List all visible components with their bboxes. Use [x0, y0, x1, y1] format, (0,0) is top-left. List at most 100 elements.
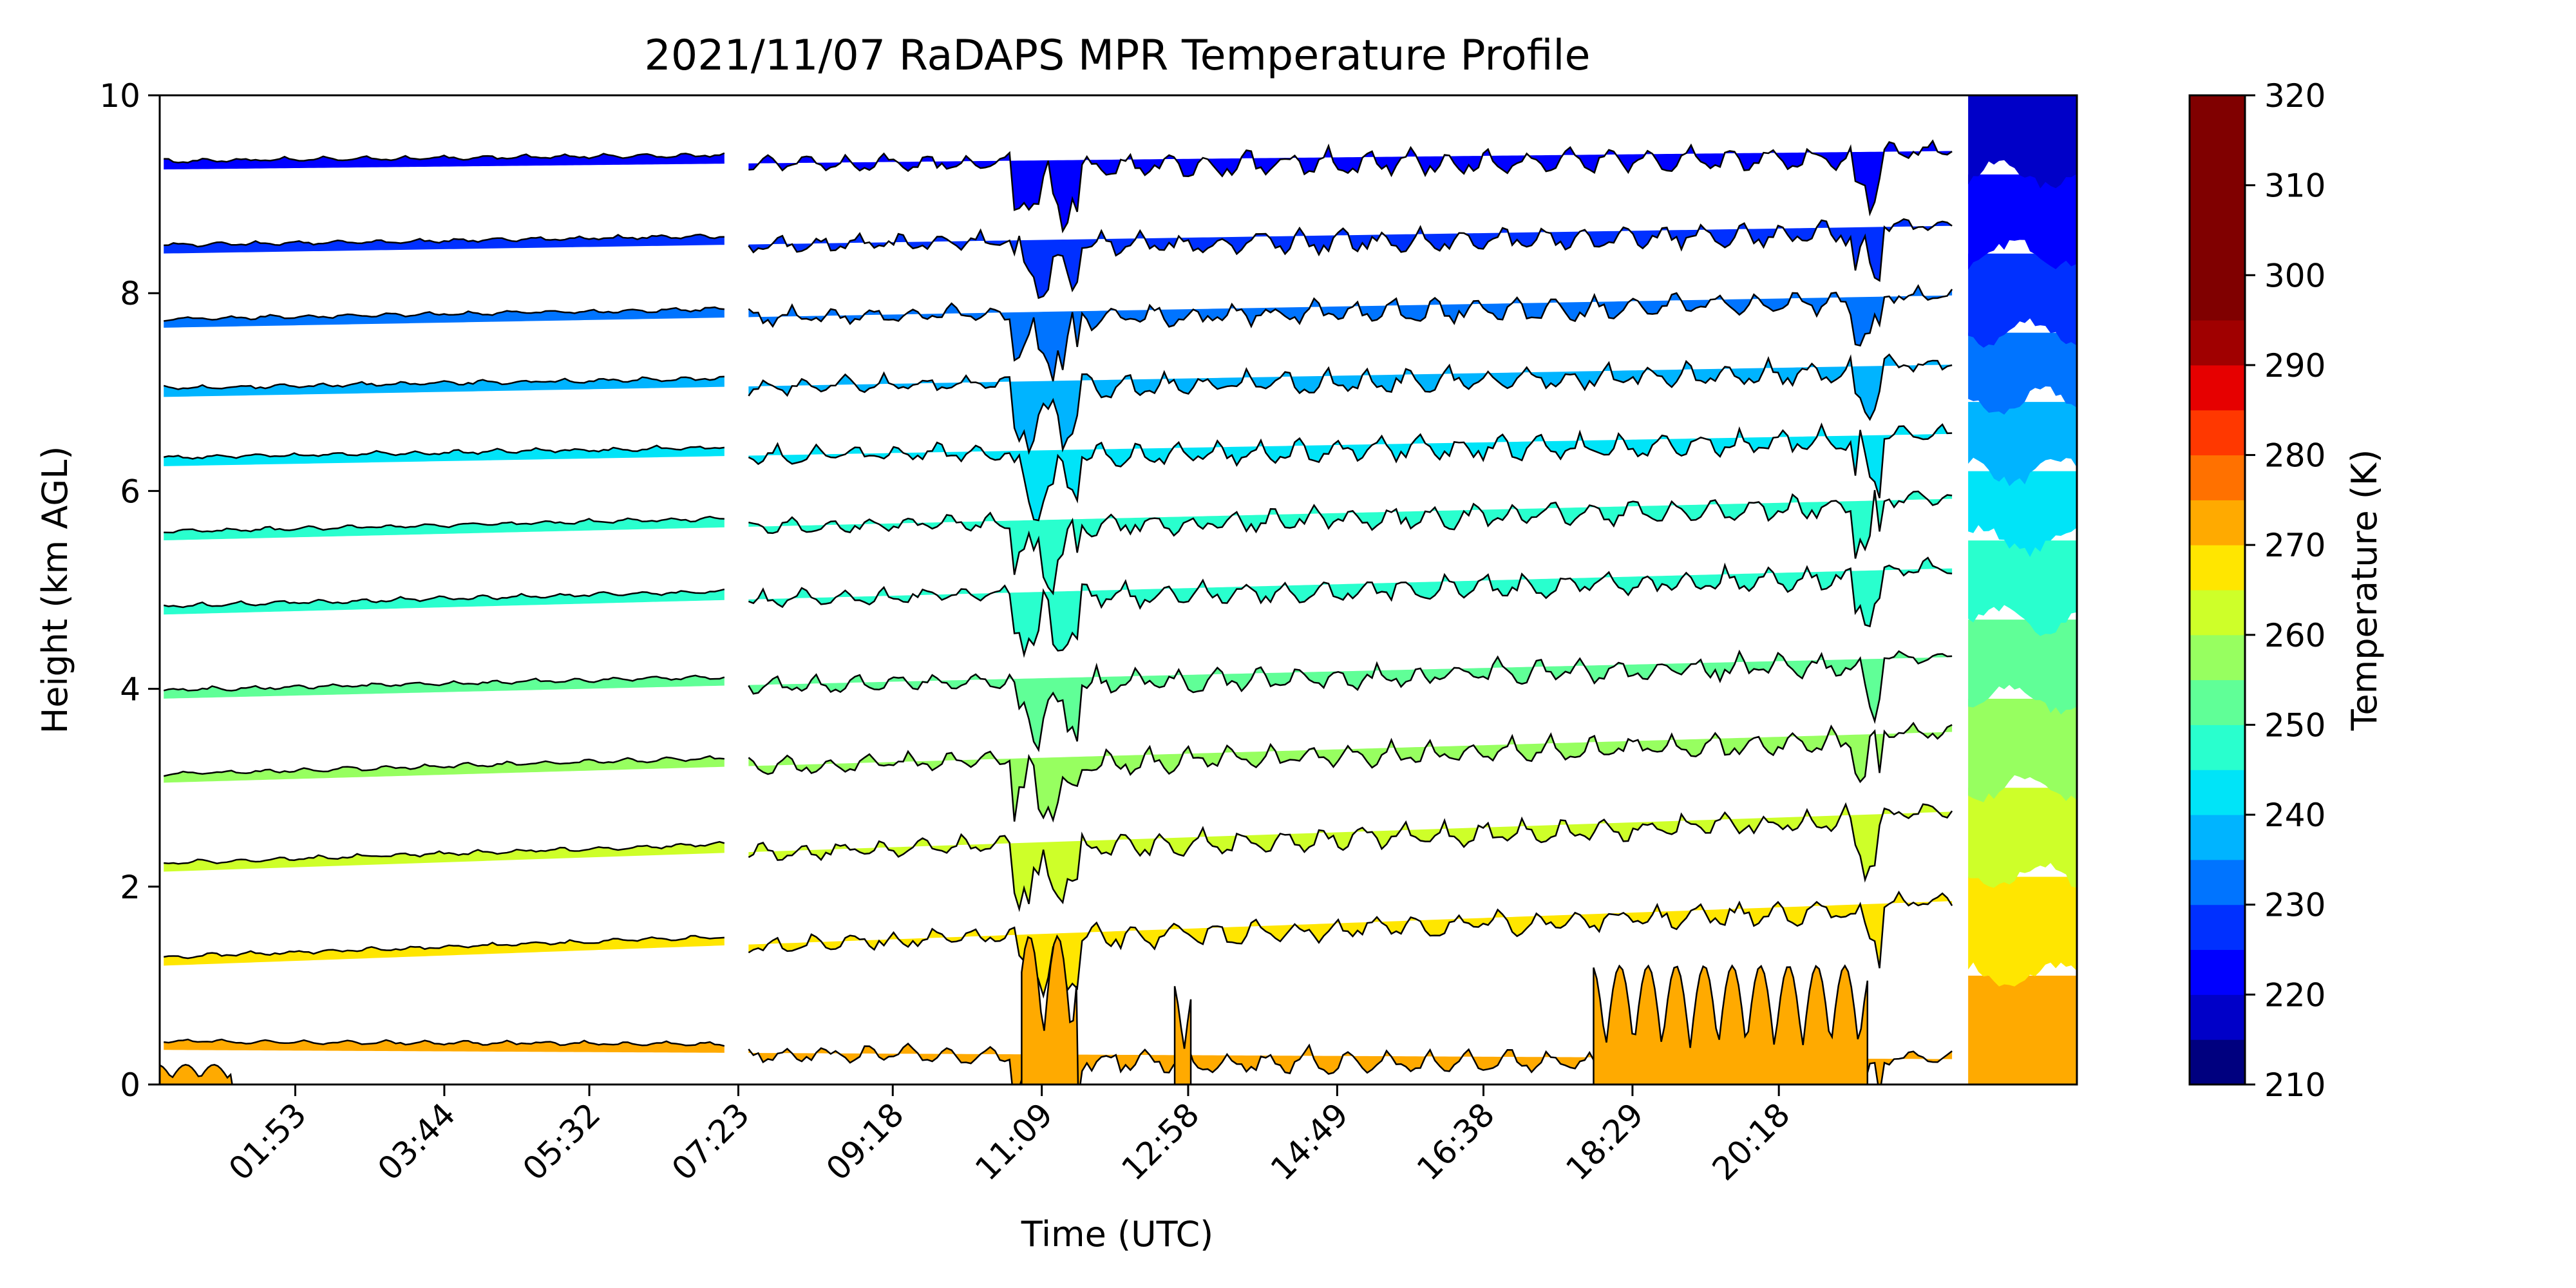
profile-column-band: [1968, 788, 2077, 888]
contour-line: [748, 649, 1953, 753]
profile-band: [748, 804, 1953, 909]
profile-column-band: [1968, 332, 2077, 415]
surface-spike: [1593, 964, 1869, 1084]
colorbar-tick-label: 220: [2264, 976, 2325, 1014]
colorbar-tick-label: 260: [2264, 617, 2325, 654]
contour-line: [748, 353, 1953, 455]
colorbar-swatch: [2190, 230, 2245, 276]
x-tick-label: 07:23: [665, 1095, 757, 1188]
colorbar-frame: [2188, 94, 2246, 1086]
colorbar-swatch: [2190, 904, 2245, 951]
profile-band: [164, 842, 724, 872]
y-axis-label: Height (km AGL): [35, 446, 75, 734]
x-tick-label: 03:44: [371, 1095, 463, 1188]
colorbar-tick-label: 250: [2264, 706, 2325, 744]
profile-column-band: [1968, 620, 2077, 715]
contour-line: [748, 284, 1953, 382]
y-tick-label: 0: [120, 1066, 140, 1104]
contour-line: [163, 674, 725, 692]
contour-line: [748, 422, 1953, 522]
contour-line: [164, 515, 724, 534]
y-tick-label: 4: [120, 671, 140, 708]
x-tick-label: 05:32: [516, 1095, 608, 1188]
contour-line: [748, 556, 1953, 658]
colorbar-swatch: [2190, 500, 2245, 545]
x-tick-label: 01:53: [222, 1095, 314, 1188]
plot-area: [160, 95, 2077, 1084]
contour-line: [164, 840, 725, 865]
profile-band: [748, 285, 1953, 381]
x-tick-label: 20:18: [1705, 1095, 1797, 1188]
profile-band: [748, 892, 1953, 999]
colorbar-tick-label: 320: [2264, 77, 2325, 115]
colorbar-swatch: [2190, 634, 2245, 681]
contour-line: [748, 218, 1953, 299]
colorbar-tick-label: 230: [2264, 887, 2325, 924]
colorbar-swatch: [2190, 365, 2245, 411]
contour-line: [748, 802, 1953, 913]
profile-band: [164, 376, 724, 397]
profile-column-band: [1968, 698, 2077, 802]
x-tick-label: 16:38: [1410, 1095, 1502, 1188]
contour-line: [163, 444, 725, 460]
surface-spike: [1021, 934, 1079, 1084]
colorbar-swatch: [2190, 140, 2245, 186]
y-tick-label: 10: [99, 77, 140, 115]
surface-spike: [1173, 986, 1192, 1084]
contour-line: [164, 306, 724, 322]
contour-line: [164, 233, 724, 248]
colorbar-swatch: [2190, 770, 2245, 815]
x-axis: 01:53 03:44 05:32 07:23 09:18 11:09 12:58 14:49…: [222, 1084, 1797, 1188]
y-tick-label: 6: [120, 473, 140, 510]
x-tick-label: 18:29: [1558, 1095, 1651, 1188]
contour-line: [164, 152, 725, 164]
y-tick-label: 2: [120, 869, 140, 906]
colorbar-swatch: [2190, 724, 2245, 770]
profile-band: [748, 489, 1953, 594]
colorbar-swatch: [2190, 1039, 2245, 1085]
x-tick-label: 09:18: [819, 1095, 911, 1188]
colorbar-swatch: [2190, 185, 2245, 231]
contour-line: [748, 489, 1953, 596]
colorbar-swatch: [2190, 679, 2245, 725]
colorbar-swatch: [2190, 410, 2245, 456]
contour-line: [748, 139, 1953, 234]
colorbar-tick-label: 210: [2264, 1066, 2325, 1104]
colorbar-swatch: [2190, 949, 2245, 995]
colorbar-tick-label: 240: [2264, 797, 2325, 834]
contour-line: [164, 934, 724, 960]
contour-line: [748, 721, 1953, 823]
profile-band: [164, 755, 724, 783]
y-axis: 0 2 4 6 8 10: [99, 77, 160, 1104]
contour-line: [163, 375, 724, 390]
profile-band: [748, 140, 1953, 231]
x-tick-label: 11:09: [968, 1095, 1060, 1188]
y-tick-label: 8: [120, 275, 140, 312]
colorbar-tick-label: 270: [2264, 527, 2325, 564]
x-tick-label: 14:49: [1264, 1095, 1356, 1188]
profile-band: [164, 516, 724, 541]
profile-band: [748, 558, 1953, 655]
colorbar-swatch: [2190, 859, 2245, 905]
x-tick-label: 12:58: [1115, 1095, 1207, 1188]
colorbar-swatch: [2190, 275, 2245, 321]
profile-column-band: [1968, 876, 2077, 987]
colorbar-swatch: [2190, 320, 2245, 366]
colorbar-tick-label: 280: [2264, 437, 2325, 475]
colorbar-tick-label: 310: [2264, 167, 2325, 205]
colorbar-swatch: [2190, 590, 2245, 636]
profile-band: [164, 1039, 724, 1053]
profile-column-band: [1968, 540, 2077, 636]
profile-column-band: [1968, 402, 2077, 487]
chart-title: 2021/11/07 RaDAPS MPR Temperature Profil…: [645, 32, 1591, 80]
profile-column-band: [1968, 95, 2077, 189]
profile-column-band: [1968, 174, 2077, 270]
colorbar-tick-label: 300: [2264, 257, 2325, 294]
profile-column-band: [1968, 976, 2077, 1084]
profile-band: [748, 723, 1953, 822]
colorbar-label: Temperature (K): [2344, 450, 2385, 732]
profile-band: [164, 234, 724, 254]
colorbar-swatch: [2190, 815, 2245, 860]
colorbar-swatch: [2190, 545, 2245, 591]
